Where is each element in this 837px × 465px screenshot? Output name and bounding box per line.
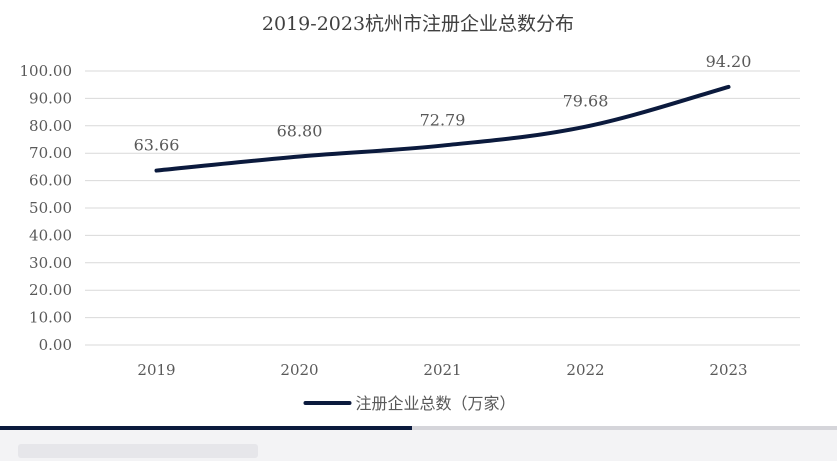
y-tick-label: 30.00 <box>29 254 72 272</box>
y-tick-label: 70.00 <box>29 144 72 162</box>
x-tick-label: 2023 <box>709 361 747 379</box>
blurred-caption <box>18 444 258 458</box>
data-label: 63.66 <box>134 136 180 155</box>
y-tick-label: 100.00 <box>20 62 73 80</box>
x-tick-label: 2019 <box>137 361 175 379</box>
progress-bar-dark <box>0 426 412 430</box>
x-axis-ticks: 2019 2020 2021 2022 2023 <box>137 361 747 379</box>
legend: 注册企业总数（万家） <box>303 394 516 413</box>
data-labels: 63.66 68.80 72.79 79.68 94.20 <box>134 52 752 155</box>
bottom-scroll-strip <box>0 426 837 461</box>
gridlines <box>85 70 800 346</box>
data-label: 79.68 <box>563 92 609 111</box>
data-label: 68.80 <box>277 121 323 140</box>
series-line <box>154 84 731 173</box>
x-tick-label: 2022 <box>566 361 604 379</box>
y-tick-label: 60.00 <box>29 172 72 190</box>
y-tick-label: 40.00 <box>29 226 72 244</box>
data-label: 72.79 <box>420 111 466 130</box>
data-label: 94.20 <box>706 52 752 71</box>
chart-title: 2019-2023杭州市注册企业总数分布 <box>262 13 574 35</box>
y-tick-label: 10.00 <box>29 309 72 327</box>
y-tick-label: 0.00 <box>39 336 72 354</box>
series-lines <box>154 84 731 173</box>
x-tick-label: 2020 <box>280 361 318 379</box>
legend-label: 注册企业总数（万家） <box>356 394 516 413</box>
y-tick-label: 50.00 <box>29 199 72 217</box>
progress-bar-light <box>412 426 837 430</box>
x-tick-label: 2021 <box>423 361 461 379</box>
y-tick-label: 90.00 <box>29 89 72 107</box>
y-tick-label: 20.00 <box>29 281 72 299</box>
y-axis-ticks: 0.00 10.00 20.00 30.00 40.00 50.00 60.00 70.00 8… <box>20 62 73 354</box>
y-tick-label: 80.00 <box>29 117 72 135</box>
